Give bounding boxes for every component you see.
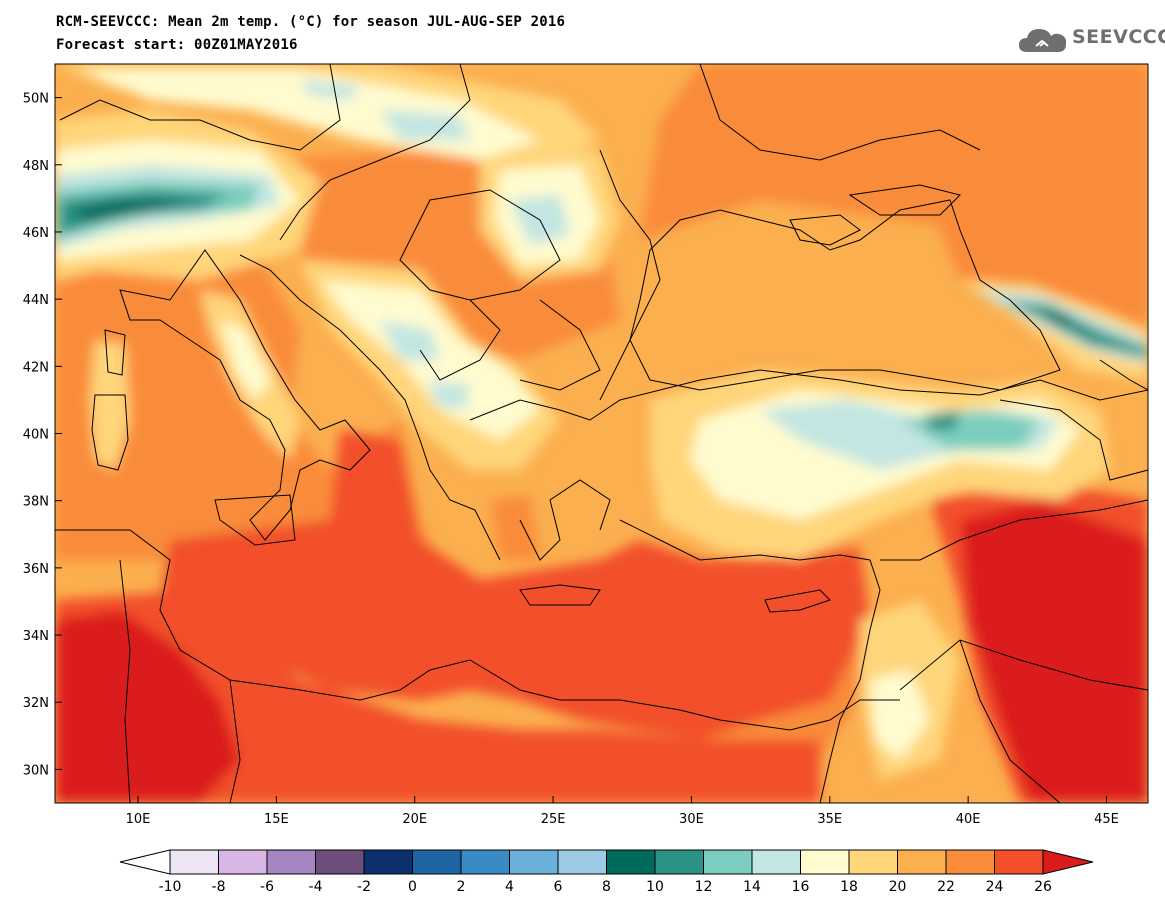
colorbar-label: -4 xyxy=(309,879,323,895)
colorbar-swatch xyxy=(169,849,219,875)
lon-label: 10E xyxy=(126,812,151,827)
colorbar-swatch xyxy=(315,849,365,875)
colorbar-swatch xyxy=(460,849,510,875)
colorbar-label: 16 xyxy=(792,879,810,895)
lat-label: 32N xyxy=(23,696,49,711)
colorbar-label: 4 xyxy=(505,879,514,895)
colorbar-label: 20 xyxy=(889,879,907,895)
colorbar-swatch xyxy=(654,849,704,875)
colorbar-swatch xyxy=(363,849,413,875)
colorbar-label: 8 xyxy=(602,879,611,895)
lon-label: 30E xyxy=(679,812,704,827)
colorbar-swatch xyxy=(703,849,753,875)
lat-label: 34N xyxy=(23,629,49,644)
logo-text: SEEVCCC xyxy=(1072,26,1165,48)
lat-label: 48N xyxy=(23,159,49,174)
lon-label: 25E xyxy=(541,812,566,827)
lon-label: 45E xyxy=(1094,812,1119,827)
longitude-axis: 10E 15E 20E 25E 30E 35E 40E 45E xyxy=(126,796,1119,827)
colorbar-swatch xyxy=(897,849,947,875)
cloud-icon xyxy=(1019,29,1067,52)
colorbar-label: 24 xyxy=(986,879,1004,895)
colorbar: -10 -8 -6 -4 -2 0 2 4 6 8 10 12 14 16 18 20 22 24 26 xyxy=(119,849,1094,895)
lat-label: 40N xyxy=(23,428,49,443)
forecast-start-label: Forecast start: 00Z01MAY2016 xyxy=(56,37,298,53)
lon-label: 20E xyxy=(402,812,427,827)
colorbar-min-arrow xyxy=(119,849,171,875)
colorbar-label: 22 xyxy=(937,879,955,895)
colorbar-swatch xyxy=(800,849,850,875)
map-title: RCM-SEEVCCC: Mean 2m temp. (°C) for seas… xyxy=(56,14,566,30)
seevccc-logo: SEEVCCC xyxy=(1018,22,1165,58)
colorbar-swatch xyxy=(606,849,656,875)
colorbar-label: 6 xyxy=(554,879,563,895)
colorbar-label: -2 xyxy=(357,879,371,895)
colorbar-swatch xyxy=(994,849,1044,875)
colorbar-swatch xyxy=(412,849,462,875)
lat-label: 36N xyxy=(23,562,49,577)
lat-label: 46N xyxy=(23,226,49,241)
colorbar-label: 12 xyxy=(695,879,713,895)
colorbar-swatch xyxy=(266,849,316,875)
colorbar-label: 2 xyxy=(457,879,466,895)
colorbar-label: 10 xyxy=(646,879,664,895)
colorbar-label: -8 xyxy=(212,879,226,895)
coastlines xyxy=(55,64,1148,803)
lat-label: 30N xyxy=(23,763,49,778)
lon-label: 40E xyxy=(956,812,981,827)
colorbar-label: 14 xyxy=(743,879,761,895)
colorbar-swatch xyxy=(509,849,559,875)
lat-label: 38N xyxy=(23,495,49,510)
colorbar-swatch xyxy=(557,849,607,875)
lon-label: 15E xyxy=(264,812,289,827)
lon-label: 35E xyxy=(817,812,842,827)
colorbar-label: 26 xyxy=(1034,879,1052,895)
colorbar-label: -6 xyxy=(260,879,274,895)
colorbar-swatch xyxy=(218,849,268,875)
colorbar-max-arrow xyxy=(1042,849,1094,875)
lat-label: 42N xyxy=(23,360,49,375)
colorbar-label: 0 xyxy=(408,879,417,895)
lat-label: 50N xyxy=(23,92,49,107)
colorbar-swatch xyxy=(848,849,898,875)
latitude-axis: 50N 48N 46N 44N 42N 40N 38N 36N 34N 32N 30N xyxy=(23,92,62,778)
temperature-field xyxy=(55,64,1148,803)
colorbar-label: -10 xyxy=(159,879,182,895)
colorbar-swatch xyxy=(751,849,801,875)
colorbar-swatch xyxy=(945,849,995,875)
lat-label: 44N xyxy=(23,293,49,308)
colorbar-label: 18 xyxy=(840,879,858,895)
